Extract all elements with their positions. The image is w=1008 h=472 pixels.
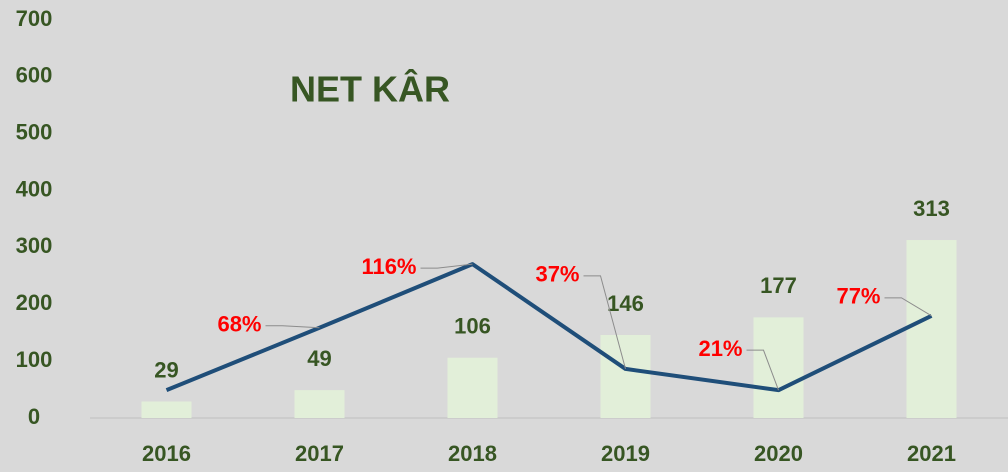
line (165, 262, 933, 393)
y-tick-label: 400 (16, 176, 53, 201)
y-tick-label: 100 (16, 347, 53, 372)
leader-line (265, 325, 320, 329)
bar (294, 390, 345, 418)
y-tick-label: 300 (16, 233, 53, 258)
x-tick-label: 2020 (754, 441, 803, 466)
bar (906, 240, 957, 418)
y-tick-label: 500 (16, 120, 53, 145)
chart-title: NET KÂR (290, 68, 450, 110)
x-tick-label: 2018 (448, 441, 497, 466)
leader-line (583, 275, 626, 370)
y-tick-label: 600 (16, 63, 53, 88)
line-value-label: 77% (836, 284, 880, 309)
x-tick-label: 2019 (601, 441, 650, 466)
bar-value-label: 177 (760, 273, 797, 298)
bar (141, 401, 192, 418)
leader-line (420, 263, 473, 269)
bar (600, 334, 651, 418)
line-value-label: 68% (217, 312, 261, 337)
line-value-label: 37% (535, 262, 579, 287)
line-value-label: 21% (698, 336, 742, 361)
bar-value-label: 313 (913, 196, 950, 221)
y-tick-label: 200 (16, 290, 53, 315)
bar-value-label: 146 (607, 291, 644, 316)
leader-line (746, 349, 779, 391)
bar-value-label: 106 (454, 314, 491, 339)
bar-value-label: 49 (307, 346, 331, 371)
x-tick-label: 2017 (295, 441, 344, 466)
x-tick-label: 2021 (907, 441, 956, 466)
y-tick-label: 0 (28, 404, 40, 429)
line-value-label: 116% (361, 254, 416, 279)
x-tick-label: 2016 (142, 441, 191, 466)
bar (447, 357, 498, 418)
y-tick-label: 700 (16, 6, 53, 31)
bar (753, 317, 804, 418)
leader-line (884, 297, 932, 317)
bar-value-label: 29 (154, 357, 178, 382)
